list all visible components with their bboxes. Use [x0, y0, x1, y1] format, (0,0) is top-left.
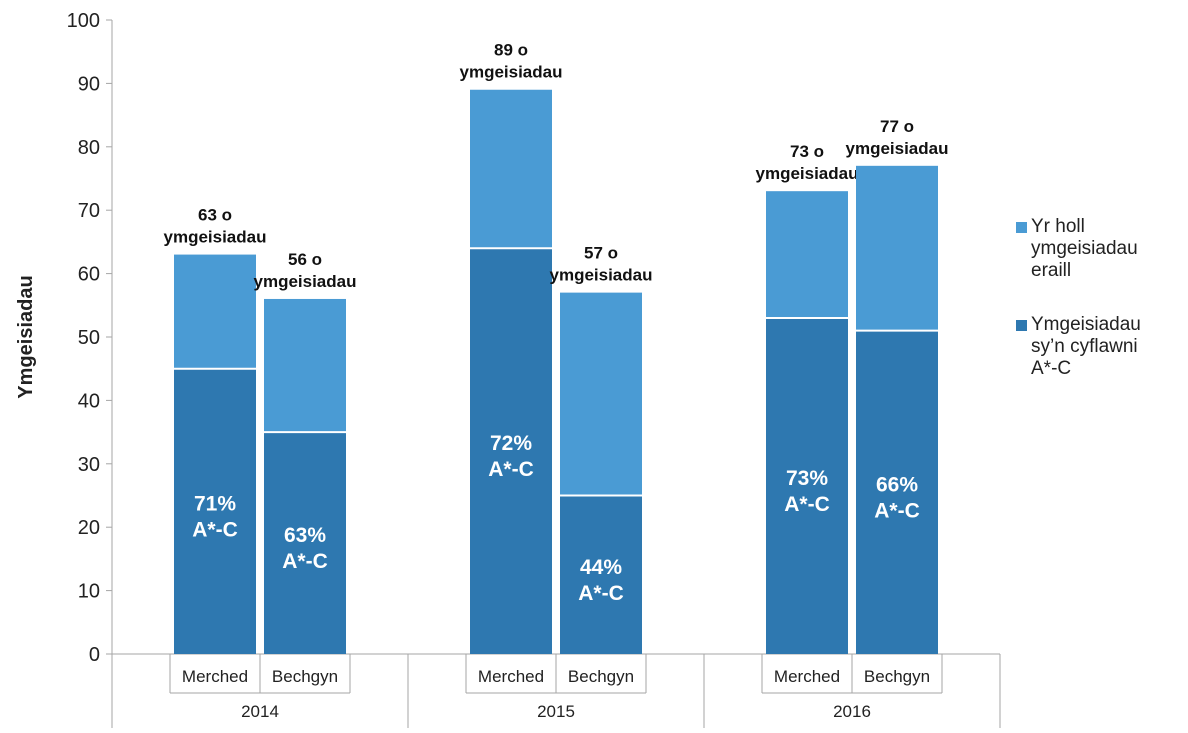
- bar-segment-achieving: [856, 330, 938, 654]
- y-axis-title: Ymgeisiadau: [15, 275, 37, 398]
- bar-percent-label: 44%: [580, 556, 622, 579]
- y-tick-label: 90: [78, 73, 100, 95]
- bar-segment-achieving: [766, 317, 848, 654]
- y-tick-label: 100: [67, 10, 100, 32]
- y-tick-label: 20: [78, 517, 100, 539]
- bar-total-label: 89 o: [494, 41, 528, 60]
- y-tick-label: 50: [78, 327, 100, 349]
- bar-grade-label: A*-C: [488, 458, 534, 481]
- bar-percent-label: 73%: [786, 467, 828, 490]
- x-category-label: Bechgyn: [864, 667, 930, 686]
- bar-segment-others: [264, 298, 346, 433]
- bar-total-label: 73 o: [790, 142, 824, 161]
- y-tick-label: 0: [89, 644, 100, 666]
- bar-total-label: 57 o: [584, 244, 618, 263]
- x-category-label: Merched: [182, 667, 248, 686]
- bar-total-label: ymgeisiadau: [550, 266, 653, 285]
- y-tick-label: 70: [78, 200, 100, 222]
- legend-item-others: Yr holl ymgeisiadau eraill: [1016, 216, 1186, 282]
- bar-grade-label: A*-C: [874, 499, 920, 522]
- bar-percent-label: 72%: [490, 432, 532, 455]
- bar-total-label: ymgeisiadau: [846, 139, 949, 158]
- bar-segment-others: [560, 292, 642, 496]
- bar-segment-achieving: [470, 248, 552, 655]
- bar-segment-achieving: [174, 368, 256, 654]
- legend: Yr holl ymgeisiadau eraill Ymgeisiadau s…: [1016, 216, 1186, 412]
- bar-segment-achieving: [264, 432, 346, 654]
- bar-segment-others: [174, 254, 256, 369]
- bar-total-label: 77 o: [880, 117, 914, 136]
- bar-total-label: ymgeisiadau: [756, 164, 859, 183]
- bar-total-label: ymgeisiadau: [460, 63, 563, 82]
- x-category-label: Bechgyn: [272, 667, 338, 686]
- bar-total-label: 56 o: [288, 250, 322, 269]
- legend-item-achieving: Ymgeisiadau sy’n cyflawni A*-C: [1016, 314, 1186, 380]
- x-group-label: 2015: [537, 702, 575, 721]
- x-category-label: Bechgyn: [568, 667, 634, 686]
- x-group-label: 2016: [833, 702, 871, 721]
- bar-percent-label: 71%: [194, 492, 236, 515]
- bar-percent-label: 63%: [284, 524, 326, 547]
- bar-total-label: ymgeisiadau: [164, 228, 267, 247]
- bar-grade-label: A*-C: [784, 493, 830, 516]
- bar-percent-label: 66%: [876, 473, 918, 496]
- y-tick-label: 80: [78, 137, 100, 159]
- legend-swatch-achieving: [1016, 320, 1027, 331]
- legend-label-others: Yr holl ymgeisiadau eraill: [1031, 216, 1138, 281]
- y-tick-label: 10: [78, 581, 100, 603]
- bar-grade-label: A*-C: [192, 518, 238, 541]
- x-group-label: 2014: [241, 702, 279, 721]
- bar-segment-others: [470, 89, 552, 249]
- bar-segment-achieving: [560, 495, 642, 654]
- bar-segment-others: [856, 165, 938, 331]
- legend-swatch-others: [1016, 222, 1027, 233]
- y-tick-label: 40: [78, 390, 100, 412]
- bar-total-label: 63 o: [198, 206, 232, 225]
- y-tick-label: 30: [78, 454, 100, 476]
- bar-grade-label: A*-C: [578, 582, 624, 605]
- bar-total-label: ymgeisiadau: [254, 272, 357, 291]
- bar-grade-label: A*-C: [282, 550, 328, 573]
- legend-label-achieving: Ymgeisiadau sy’n cyflawni A*-C: [1031, 314, 1141, 379]
- x-category-label: Merched: [478, 667, 544, 686]
- y-tick-label: 60: [78, 264, 100, 286]
- bar-segment-others: [766, 191, 848, 318]
- x-category-label: Merched: [774, 667, 840, 686]
